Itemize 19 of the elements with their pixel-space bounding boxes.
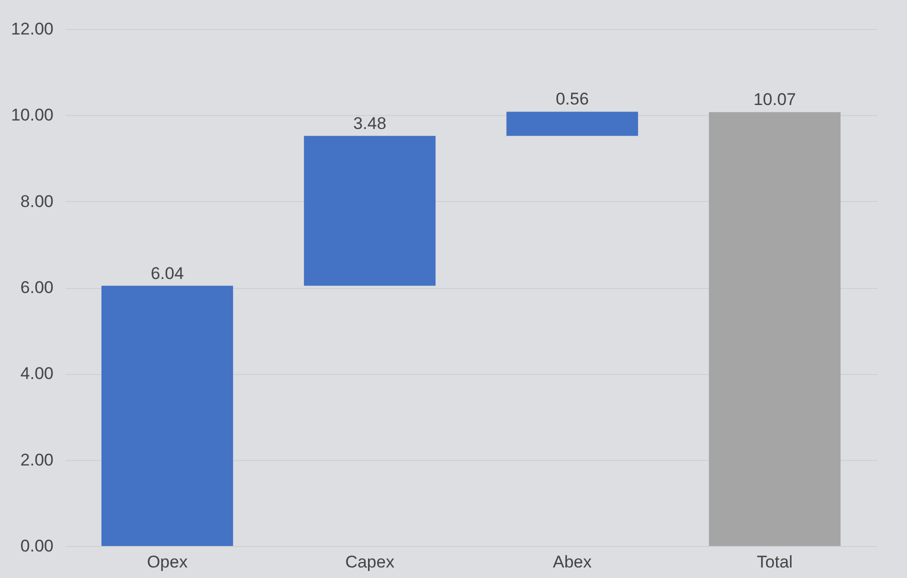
x-tick-label: Capex xyxy=(345,552,395,572)
data-label: 6.04 xyxy=(150,264,184,283)
x-tick-label: Abex xyxy=(552,552,592,572)
bar xyxy=(708,112,841,546)
data-label: 0.56 xyxy=(556,90,589,109)
data-label: 3.48 xyxy=(353,114,386,133)
y-tick-label: 8.00 xyxy=(20,192,54,211)
bar xyxy=(101,286,234,546)
x-tick-label: Total xyxy=(756,552,793,572)
y-tick-label: 6.00 xyxy=(20,278,54,297)
y-tick-label: 12.00 xyxy=(10,20,54,38)
y-tick-label: 4.00 xyxy=(20,364,54,384)
bar xyxy=(304,136,436,286)
y-tick-label: 2.00 xyxy=(20,450,54,470)
bar xyxy=(506,112,638,136)
y-tick-label: 10.00 xyxy=(10,106,54,125)
x-tick-label: Opex xyxy=(146,552,188,572)
y-tick-label: 0.00 xyxy=(20,536,54,556)
data-label: 10.07 xyxy=(753,90,796,110)
